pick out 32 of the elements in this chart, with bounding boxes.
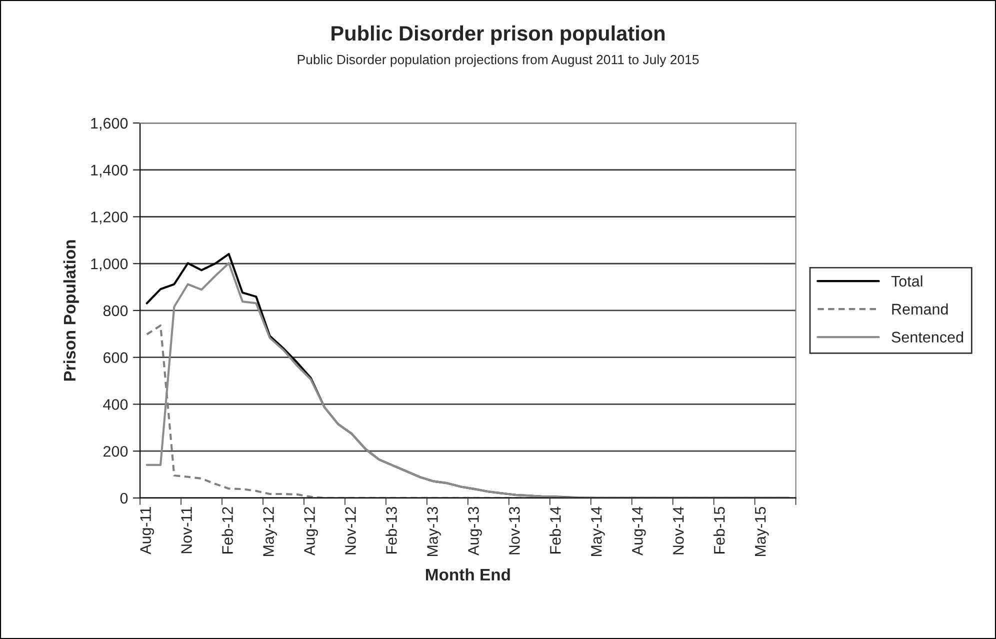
x-tick-label: Nov-11 — [181, 507, 192, 554]
x-tick-label: Aug-11 — [140, 507, 154, 554]
x-tick-label: Feb-12 — [222, 507, 233, 554]
y-tick-label: 600 — [104, 352, 128, 364]
y-tick-label: 0 — [120, 492, 128, 504]
x-tick-label: Nov-14 — [673, 506, 684, 554]
x-tick-label: May-15 — [755, 506, 769, 556]
x-tick-label: May-12 — [263, 507, 277, 556]
x-axis-title: Month End — [426, 568, 510, 581]
legend-label: Remand — [892, 303, 948, 315]
x-tick-label: Nov-12 — [345, 507, 356, 554]
y-axis-title: Prison Population — [63, 240, 79, 381]
x-tick-label: Feb-14 — [550, 506, 561, 554]
legend-label: Sentenced — [892, 331, 964, 343]
x-tick-label: Aug-12 — [304, 507, 318, 556]
x-tick-label: Feb-13 — [386, 506, 397, 554]
y-tick-label: 800 — [103, 305, 128, 316]
x-tick-label: Feb-15 — [714, 506, 725, 554]
x-tick-label: May-13 — [427, 506, 441, 556]
legend-label: Total — [891, 275, 922, 287]
chart-subtitle: Public Disorder population projections from August 2011 to July 2015 — [298, 54, 699, 67]
y-tick-label: 1,400 — [91, 164, 128, 178]
y-tick-label: 400 — [103, 399, 128, 410]
x-tick-label: Aug-13 — [468, 506, 482, 556]
y-tick-label: 1,200 — [91, 212, 128, 224]
x-tick-label: Nov-13 — [509, 506, 520, 554]
x-tick-label: Aug-14 — [632, 506, 646, 556]
y-tick-label: 1,600 — [91, 118, 128, 130]
y-tick-label: 200 — [104, 446, 128, 457]
chart-title: Public Disorder prison population — [332, 25, 665, 45]
x-tick-label: May-14 — [591, 506, 605, 556]
y-tick-label: 1,000 — [91, 258, 128, 272]
